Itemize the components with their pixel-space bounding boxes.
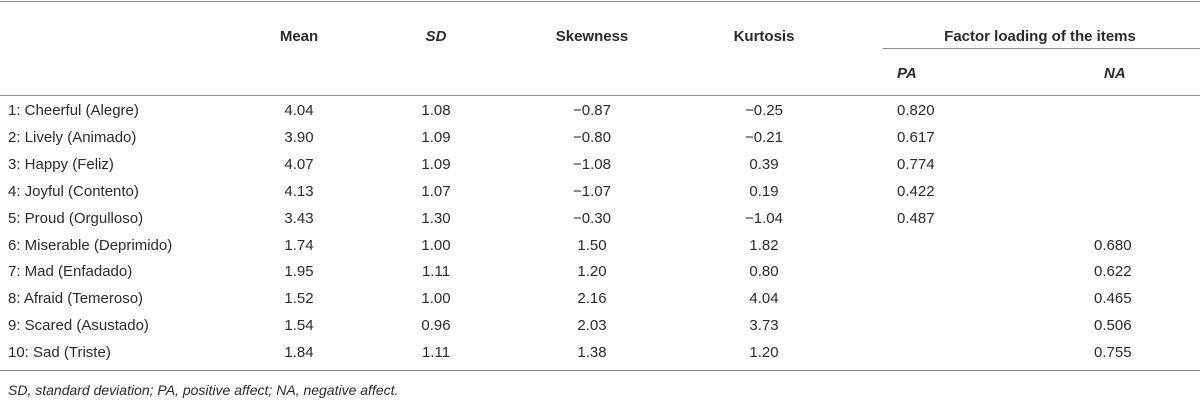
- cell-mean: 1.54: [284, 317, 314, 335]
- subheader-na: NA: [1104, 65, 1126, 82]
- cell-kurtosis: 0.80: [749, 263, 779, 281]
- table-row: 10: Sad (Triste) 1.84 1.11 1.38 1.20 0.755: [0, 340, 1200, 366]
- table-row: 3: Happy (Feliz) 4.07 1.09 −1.08 0.39 0.774: [0, 152, 1200, 178]
- cell-sd: 1.11: [421, 263, 451, 281]
- row-label: 2: Lively (Animado): [8, 128, 137, 146]
- cell-mean: 1.52: [284, 290, 314, 308]
- cell-sd: 1.00: [421, 290, 451, 308]
- table-header-rule: [0, 95, 1200, 96]
- cell-sd: 1.30: [421, 209, 451, 227]
- cell-sd: 1.00: [421, 236, 451, 254]
- cell-mean: 4.13: [284, 182, 314, 200]
- cell-skewness: −1.08: [573, 155, 611, 173]
- cell-skewness: 1.20: [577, 263, 607, 281]
- cell-sd: 1.08: [421, 102, 451, 119]
- header-factor-loading: Factor loading of the items: [944, 28, 1136, 45]
- cell-mean: 1.74: [284, 236, 314, 254]
- table-row: 2: Lively (Animado) 3.90 1.09 −0.80 −0.21 0.6…: [0, 125, 1200, 151]
- cell-skewness: −0.87: [573, 102, 611, 119]
- cell-na: 0.755: [1094, 344, 1132, 362]
- table-row: 9: Scared (Asustado) 1.54 0.96 2.03 3.73 0.50…: [0, 313, 1200, 339]
- cell-skewness: 2.03: [577, 317, 607, 335]
- cell-sd: 1.09: [421, 155, 451, 173]
- cell-skewness: −0.30: [573, 209, 611, 227]
- cell-skewness: −0.80: [573, 128, 611, 146]
- table-row: 5: Proud (Orgulloso) 3.43 1.30 −0.30 −1.04 0.…: [0, 206, 1200, 232]
- table-footnote: SD, standard deviation; PA, positive aff…: [8, 382, 399, 398]
- cell-kurtosis: 4.04: [749, 290, 779, 308]
- row-label: 10: Sad (Triste): [8, 344, 111, 362]
- cell-pa: 0.820: [897, 102, 935, 119]
- cell-mean: 1.84: [284, 344, 314, 362]
- cell-skewness: 2.16: [577, 290, 607, 308]
- table-row: 1: Cheerful (Alegre) 4.04 1.08 −0.87 −0.25 0.…: [0, 98, 1200, 124]
- cell-mean: 4.07: [284, 155, 314, 173]
- row-label: 3: Happy (Feliz): [8, 155, 114, 173]
- cell-pa: 0.774: [897, 155, 935, 173]
- table-row: 8: Afraid (Temeroso) 1.52 1.00 2.16 4.04 0.46…: [0, 286, 1200, 312]
- cell-na: 0.680: [1094, 236, 1132, 254]
- cell-na: 0.465: [1094, 290, 1132, 308]
- cell-mean: 3.90: [284, 128, 314, 146]
- cell-pa: 0.617: [897, 128, 935, 146]
- row-label: 6: Miserable (Deprimido): [8, 236, 173, 254]
- row-label: 8: Afraid (Temeroso): [8, 290, 144, 308]
- table-row: 7: Mad (Enfadado) 1.95 1.11 1.20 0.80 0.622: [0, 259, 1200, 285]
- row-label: 1: Cheerful (Alegre): [8, 102, 139, 119]
- cell-sd: 1.07: [421, 182, 451, 200]
- row-label: 9: Scared (Asustado): [8, 317, 149, 335]
- cell-kurtosis: 0.19: [749, 182, 779, 200]
- cell-kurtosis: 0.39: [749, 155, 779, 173]
- cell-kurtosis: 3.73: [749, 317, 779, 335]
- cell-sd: 0.96: [421, 317, 451, 335]
- cell-kurtosis: 1.82: [749, 236, 779, 254]
- cell-kurtosis: −0.25: [745, 102, 783, 119]
- cell-kurtosis: −1.04: [745, 209, 783, 227]
- table-row: 4: Joyful (Contento) 4.13 1.07 −1.07 0.19 0.4…: [0, 179, 1200, 205]
- header-sd: SD: [425, 28, 447, 45]
- cell-skewness: −1.07: [573, 182, 611, 200]
- cell-na: 0.506: [1094, 317, 1132, 335]
- header-mean: Mean: [279, 28, 319, 45]
- subheader-pa: PA: [897, 65, 917, 82]
- row-label: 5: Proud (Orgulloso): [8, 209, 144, 227]
- cell-skewness: 1.38: [577, 344, 607, 362]
- cell-mean: 1.95: [284, 263, 314, 281]
- cell-pa: 0.487: [897, 209, 935, 227]
- cell-pa: 0.422: [897, 182, 935, 200]
- row-label: 4: Joyful (Contento): [8, 182, 139, 200]
- cell-na: 0.622: [1094, 263, 1132, 281]
- cell-mean: 3.43: [284, 209, 314, 227]
- table-top-rule: [0, 1, 1200, 2]
- cell-kurtosis: −0.21: [745, 128, 783, 146]
- table-bottom-rule: [0, 370, 1200, 371]
- cell-sd: 1.11: [421, 344, 451, 362]
- cell-skewness: 1.50: [577, 236, 607, 254]
- row-label: 7: Mad (Enfadado): [8, 263, 133, 281]
- cell-sd: 1.09: [421, 128, 451, 146]
- cell-kurtosis: 1.20: [749, 344, 779, 362]
- cell-mean: 4.04: [284, 102, 314, 119]
- header-kurtosis: Kurtosis: [733, 28, 795, 45]
- table-row: 6: Miserable (Deprimido) 1.74 1.00 1.50 1.82…: [0, 233, 1200, 259]
- header-skewness: Skewness: [555, 28, 629, 45]
- factor-loading-rule: [883, 48, 1200, 49]
